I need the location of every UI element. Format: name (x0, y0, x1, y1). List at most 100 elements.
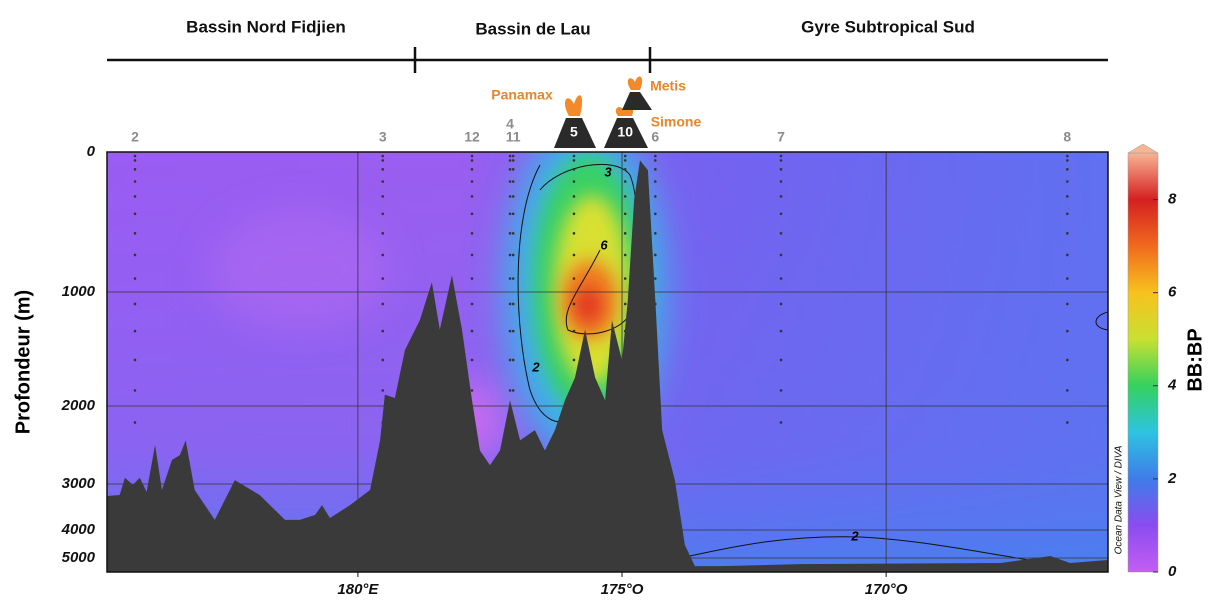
station-dot (654, 195, 657, 198)
station-dot (511, 232, 515, 235)
station-dot (381, 277, 385, 280)
station-dot (779, 329, 783, 333)
x-tick-label: 170°O (865, 581, 908, 598)
station-dot (511, 168, 515, 171)
station-dot (381, 232, 385, 235)
contour-label: 3 (604, 164, 612, 179)
y-tick-label: 5000 (62, 549, 96, 566)
station-dot (470, 159, 474, 162)
station-dot (133, 232, 137, 235)
station-dot (654, 277, 657, 280)
station-dot (623, 212, 627, 216)
y-tick-label: 3000 (62, 475, 96, 492)
colorbar-tick-label: 0 (1168, 563, 1177, 580)
station-dot (572, 358, 576, 362)
plot-frame (106, 151, 1109, 573)
station-dot (779, 159, 783, 162)
station-dot (779, 389, 783, 392)
station-dot (779, 253, 783, 257)
station-dot (623, 277, 627, 280)
station-dot (511, 212, 515, 216)
station-dot (572, 168, 576, 171)
colorbar-label: BB:BP (1184, 328, 1206, 391)
colorbar: 0 2 4 6 8 (1127, 143, 1177, 580)
station-dot (508, 329, 512, 333)
region-label: Bassin Nord Fidjien (186, 17, 346, 36)
station-dot (133, 302, 137, 306)
station-dot (470, 329, 474, 333)
station-dot (623, 253, 627, 257)
field (107, 152, 1108, 572)
x-tick-label: 180°E (337, 581, 379, 598)
station-dot (381, 154, 385, 158)
station-label: 4 (506, 116, 514, 132)
colorbar-tick-label: 4 (1167, 377, 1177, 394)
contour-line (517, 164, 576, 423)
station-dot (511, 154, 515, 158)
station-dot (779, 154, 783, 158)
station-dot (511, 195, 515, 198)
station-dot (654, 168, 657, 171)
station-dot (779, 277, 783, 280)
station-dot (572, 154, 576, 158)
region-label: Gyre Subtropical Sud (801, 17, 975, 36)
station-label: 8 (1063, 129, 1071, 145)
station-dot (1066, 180, 1069, 183)
station-dot (133, 154, 137, 158)
station-dot (779, 232, 783, 235)
station-dot (133, 195, 137, 198)
station-dot (133, 389, 137, 392)
station-dot (133, 277, 137, 280)
station-dot (654, 212, 657, 216)
colorbar-cap (1127, 143, 1159, 154)
station-dot (572, 329, 576, 333)
station-dot (508, 389, 512, 392)
station-dot (508, 302, 512, 306)
contour-line (689, 536, 1041, 563)
station-dot (511, 180, 515, 183)
station-dot (511, 358, 515, 362)
station-dot (779, 212, 783, 216)
station-dot (470, 212, 474, 216)
station-dot (508, 159, 512, 162)
station-dot (381, 329, 385, 333)
station-dot (133, 329, 137, 333)
station-dot (572, 277, 576, 280)
station-dot (511, 159, 515, 162)
station-dot (1066, 168, 1069, 171)
station-dot (1066, 358, 1069, 362)
station-dot (508, 195, 512, 198)
station-dot (1066, 253, 1069, 257)
station-dot (508, 154, 512, 158)
station-dot (508, 253, 512, 257)
station-dot (381, 195, 385, 198)
station-dot (508, 358, 512, 362)
x-tick-label: 175°O (601, 581, 644, 598)
station-dot (470, 195, 474, 198)
volcano-label: Simone (651, 114, 702, 130)
station-dot (654, 180, 657, 183)
station-label: 12 (464, 129, 480, 145)
station-dot (779, 168, 783, 171)
station-dot (508, 232, 512, 235)
station-dot (133, 212, 137, 216)
contour-label: 2 (531, 359, 540, 374)
station-dot (511, 389, 515, 392)
station-dot (508, 277, 512, 280)
station-dot (572, 232, 576, 235)
station-dot (511, 302, 515, 306)
station-dot (381, 168, 385, 171)
contour-label: 2 (850, 528, 859, 543)
field-blob (575, 287, 601, 323)
contour-label: 6 (600, 237, 608, 252)
station-dot (623, 168, 627, 171)
station-dot (381, 212, 385, 216)
station-dot (133, 253, 137, 257)
station-dot (654, 154, 657, 158)
contour-line (1095, 311, 1108, 331)
station-dot (572, 195, 576, 198)
station-dot (381, 302, 385, 306)
y-tick-label: 0 (87, 143, 96, 160)
station-dot (381, 180, 385, 183)
volcano-label: Panamax (491, 87, 553, 103)
